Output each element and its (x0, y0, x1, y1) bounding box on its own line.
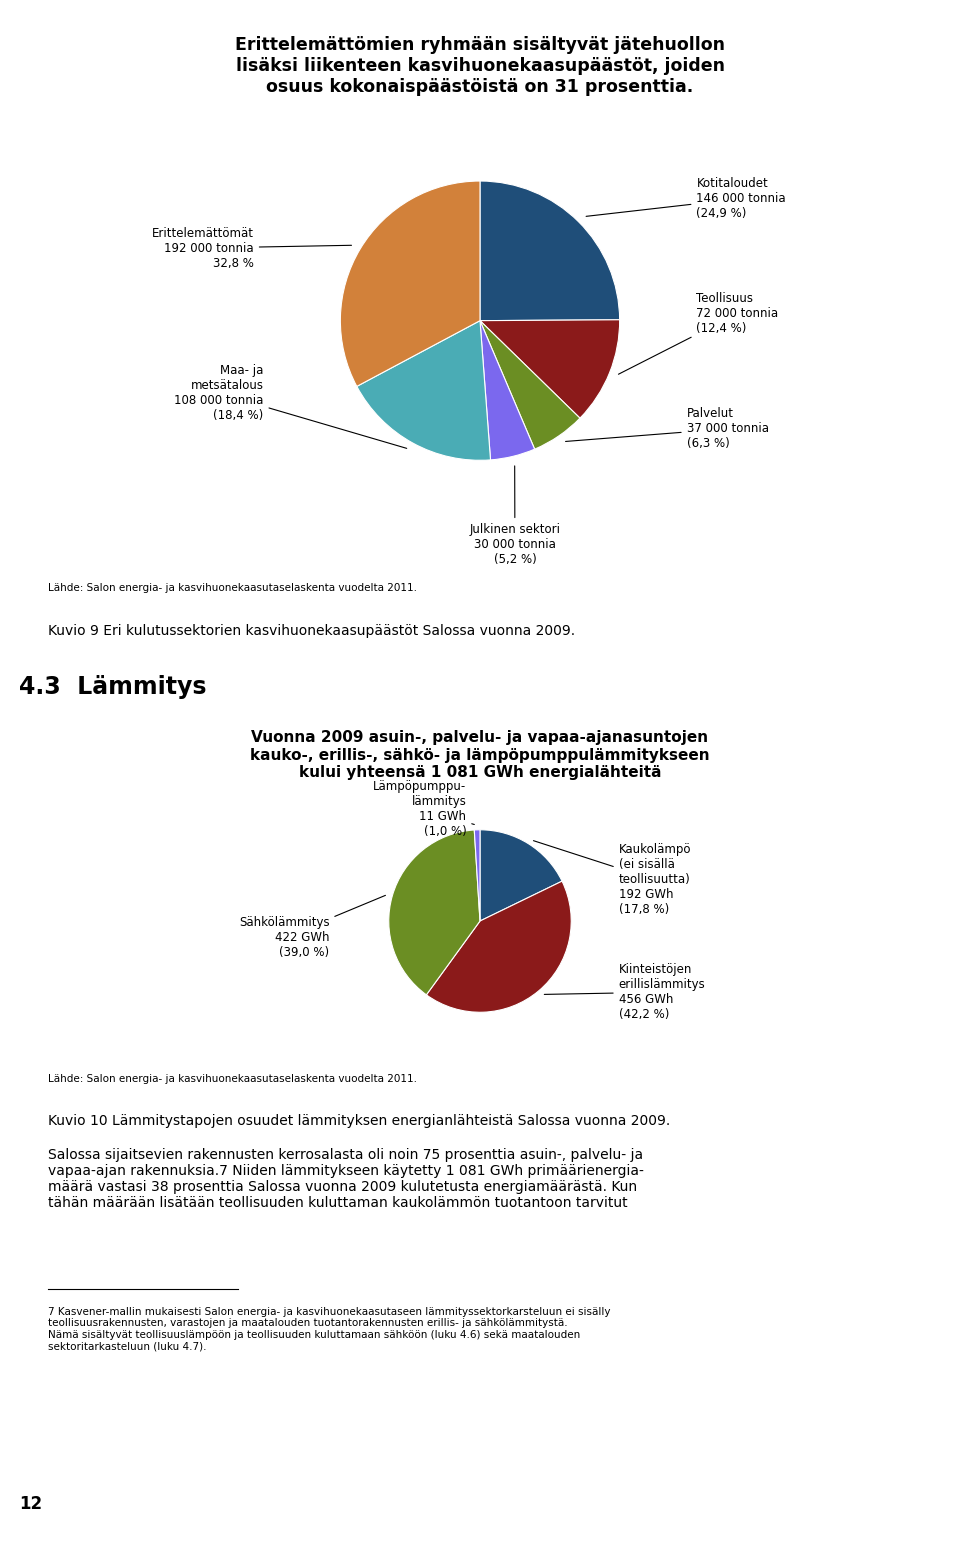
Text: Vuonna 2009 asuin-, palvelu- ja vapaa-ajanasuntojen
kauko-, erillis-, sähkö- ja : Vuonna 2009 asuin-, palvelu- ja vapaa-aj… (251, 731, 709, 780)
Wedge shape (389, 830, 480, 994)
Text: Kaukolämpö
(ei sisällä
teollisuutta)
192 GWh
(17,8 %): Kaukolämpö (ei sisällä teollisuutta) 192… (534, 841, 691, 917)
Text: Erittelemättömien ryhmään sisältyvät jätehuollon
lisäksi liikenteen kasvihuoneka: Erittelemättömien ryhmään sisältyvät jät… (235, 36, 725, 96)
Wedge shape (426, 881, 571, 1013)
Text: 4.3  Lämmitys: 4.3 Lämmitys (19, 675, 206, 700)
Wedge shape (480, 321, 535, 461)
Text: Lämpöpumppu-
lämmitys
11 GWh
(1,0 %): Lämpöpumppu- lämmitys 11 GWh (1,0 %) (373, 780, 474, 838)
Text: Maa- ja
metsätalous
108 000 tonnia
(18,4 %): Maa- ja metsätalous 108 000 tonnia (18,4… (174, 364, 407, 448)
Text: Salossa sijaitsevien rakennusten kerrosalasta oli noin 75 prosenttia asuin-, pal: Salossa sijaitsevien rakennusten kerrosa… (48, 1148, 644, 1210)
Text: Kotitaloudet
146 000 tonnia
(24,9 %): Kotitaloudet 146 000 tonnia (24,9 %) (587, 177, 786, 220)
Text: Kuvio 10 Lämmitystapojen osuudet lämmityksen energianlähteistä Salossa vuonna 20: Kuvio 10 Lämmitystapojen osuudet lämmity… (48, 1114, 670, 1129)
Wedge shape (480, 321, 580, 450)
Text: 12: 12 (19, 1495, 42, 1512)
Text: Erittelemättömät
192 000 tonnia
32,8 %: Erittelemättömät 192 000 tonnia 32,8 % (152, 226, 351, 270)
Text: Kuvio 9 Eri kulutussektorien kasvihuonekaasupäästöt Salossa vuonna 2009.: Kuvio 9 Eri kulutussektorien kasvihuonek… (48, 624, 575, 639)
Text: Sähkölämmitys
422 GWh
(39,0 %): Sähkölämmitys 422 GWh (39,0 %) (239, 895, 386, 959)
Text: Kiinteistöjen
erillislämmitys
456 GWh
(42,2 %): Kiinteistöjen erillislämmitys 456 GWh (4… (544, 963, 706, 1021)
Text: Palvelut
37 000 tonnia
(6,3 %): Palvelut 37 000 tonnia (6,3 %) (565, 408, 769, 450)
Text: Teollisuus
72 000 tonnia
(12,4 %): Teollisuus 72 000 tonnia (12,4 %) (618, 292, 779, 374)
Text: Lähde: Salon energia- ja kasvihuonekaasutaselaskenta vuodelta 2011.: Lähde: Salon energia- ja kasvihuonekaasu… (48, 1075, 417, 1084)
Text: Julkinen sektori
30 000 tonnia
(5,2 %): Julkinen sektori 30 000 tonnia (5,2 %) (469, 465, 561, 566)
Wedge shape (480, 830, 562, 921)
Text: 7 Kasvener-mallin mukaisesti Salon energia- ja kasvihuonekaasutaseen lämmityssek: 7 Kasvener-mallin mukaisesti Salon energ… (48, 1306, 611, 1351)
Wedge shape (480, 181, 619, 321)
Wedge shape (480, 320, 619, 419)
Text: Lähde: Salon energia- ja kasvihuonekaasutaselaskenta vuodelta 2011.: Lähde: Salon energia- ja kasvihuonekaasu… (48, 583, 417, 592)
Wedge shape (341, 181, 480, 386)
Wedge shape (474, 830, 480, 921)
Wedge shape (357, 321, 491, 461)
